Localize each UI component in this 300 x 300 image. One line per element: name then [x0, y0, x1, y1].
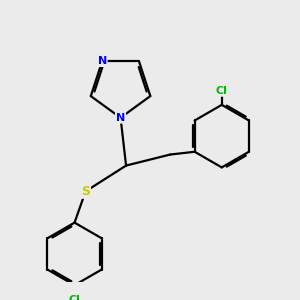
Text: N: N — [116, 113, 125, 123]
Text: Cl: Cl — [69, 295, 80, 300]
Text: Cl: Cl — [216, 86, 228, 96]
Text: N: N — [98, 56, 107, 66]
Text: S: S — [81, 185, 90, 198]
